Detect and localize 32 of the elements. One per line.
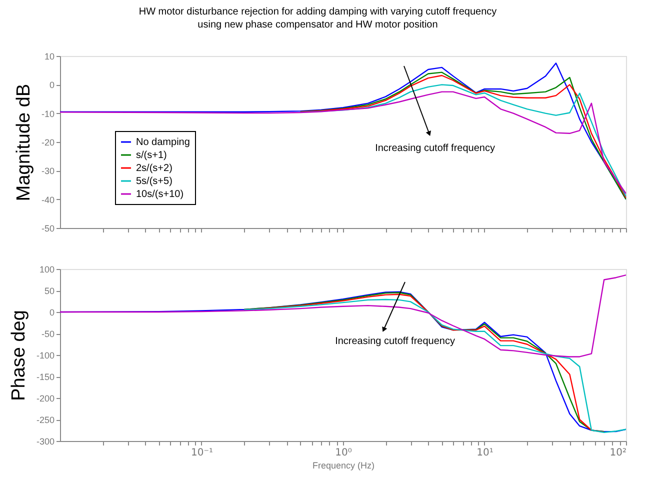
y-tick-label: -50 [41, 329, 54, 339]
y-tick-label: 50 [44, 286, 54, 296]
legend-label: 5s/(s+5) [136, 176, 172, 187]
y-tick-label: -300 [36, 436, 54, 446]
annotation: Increasing cutoff frequency [335, 336, 455, 347]
x-axis-title: Frequency (Hz) [312, 460, 375, 470]
y-tick-label: -10 [41, 108, 54, 119]
y-tick-label: -40 [41, 194, 54, 205]
y-axis-title: Phase deg [8, 310, 30, 401]
chart-subtitle: using new phase compensator and HW motor position [198, 20, 438, 30]
legend-label: No damping [136, 137, 190, 148]
legend-label: s/(s+1) [136, 150, 167, 161]
annotation: Increasing cutoff frequency [375, 143, 495, 154]
x-tick-label: 10⁰ [335, 448, 352, 458]
y-tick-label: -250 [36, 415, 54, 425]
x-tick-label: 10¹ [476, 448, 494, 458]
chart-title: HW motor disturbance rejection for adding damping with varying cutoff frequency [138, 6, 497, 18]
y-tick-label: -50 [41, 224, 54, 234]
y-tick-label: 0 [49, 308, 54, 318]
legend-label: 2s/(s+2) [136, 163, 172, 174]
y-tick-label: -30 [41, 166, 54, 176]
y-tick-label: -150 [36, 372, 54, 382]
y-tick-label: 0 [49, 80, 54, 90]
y-axis-title: Magnitude dB [13, 84, 34, 202]
y-tick-label: -200 [36, 394, 54, 404]
x-tick-label: 10² [610, 448, 626, 458]
y-tick-label: -20 [41, 138, 54, 148]
y-tick-label: -100 [36, 350, 54, 360]
legend-label: 10s/(s+10) [136, 189, 184, 200]
y-tick-label: 100 [39, 264, 54, 274]
x-tick-label: 10⁻¹ [190, 448, 214, 458]
y-tick-label: 10 [44, 52, 54, 62]
